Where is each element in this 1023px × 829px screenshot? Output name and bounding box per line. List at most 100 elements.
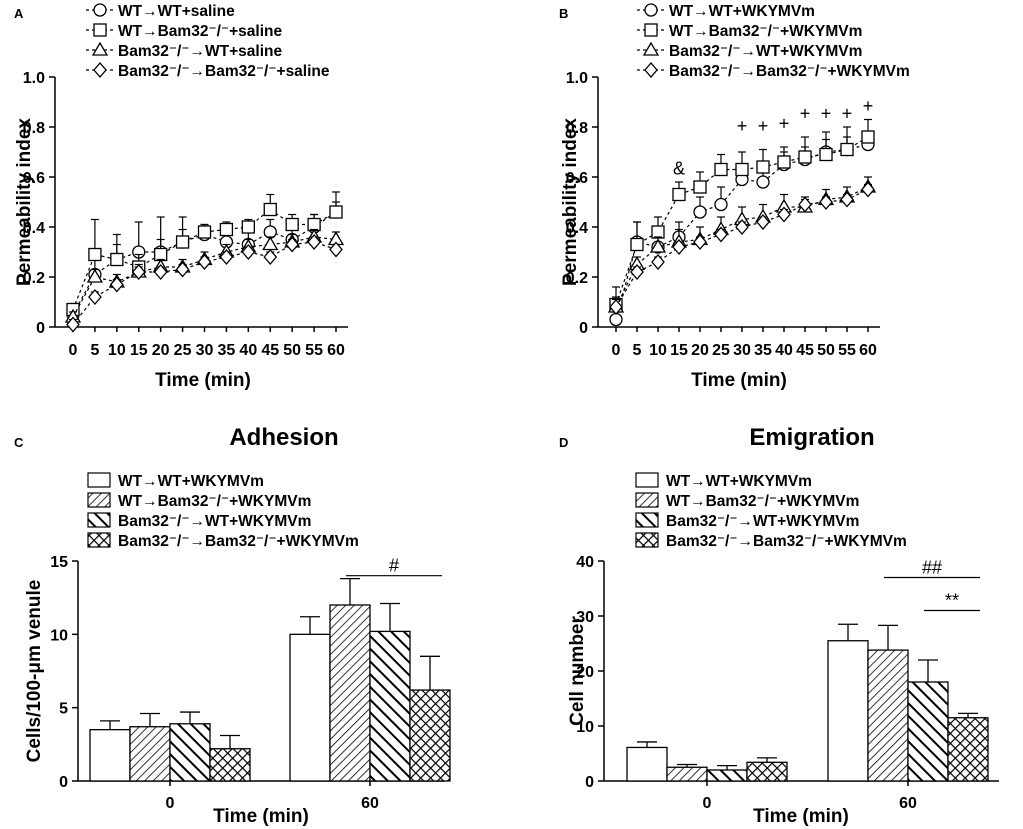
- series-line: [72, 236, 337, 318]
- legend-swatch: [87, 492, 111, 508]
- data-point-square: [798, 150, 812, 164]
- series-wt-bam32-wkymvm: [609, 118, 875, 312]
- legend-label: Bam32⁻/⁻→Bam32⁻/⁻+WKYMVm: [669, 63, 910, 80]
- data-point-diamond: [819, 194, 833, 210]
- significance-mark: +: [779, 114, 790, 134]
- data-point-square: [672, 187, 686, 202]
- legend-label: Bam32⁻/⁻→WT+WKYMVm: [666, 513, 859, 530]
- data-point-square: [219, 222, 234, 237]
- significance-mark: +: [863, 96, 874, 116]
- data-point-triangle: [86, 268, 104, 283]
- bar: [666, 766, 708, 782]
- data-point-diamond: [861, 181, 875, 198]
- series-wt-bam32-wkymvm: [666, 624, 909, 782]
- x-tick-label: 10: [108, 342, 126, 359]
- x-tick-label: 25: [712, 342, 730, 359]
- x-tick-label: 0: [703, 795, 712, 812]
- bar: [329, 604, 371, 782]
- legend-label: Bam32⁻/⁻→Bam32⁻/⁻+WKYMVm: [118, 533, 359, 550]
- data-point-diamond: [219, 249, 234, 265]
- legend-marker-triangle: [91, 41, 109, 56]
- x-tick-label: 15: [670, 342, 688, 359]
- significance-mark: &: [673, 159, 685, 179]
- panel-label: D: [559, 435, 568, 450]
- data-point-square: [263, 202, 277, 217]
- panel-c: C Adhesion 0 5 10 15 Cells/100-μm venule Time (…: [14, 424, 451, 827]
- data-point-triangle: [262, 236, 279, 251]
- legend-label: Bam32⁻/⁻→WT+WKYMVm: [669, 43, 862, 60]
- bar: [706, 769, 748, 782]
- legend-swatch: [87, 532, 111, 548]
- x-tick-label: 25: [174, 342, 192, 359]
- bar: [289, 633, 331, 782]
- series-bam32-bam32-wkymvm: [209, 655, 451, 782]
- data-point-diamond: [329, 241, 343, 258]
- significance-mark: #: [389, 556, 399, 576]
- data-point-diamond: [672, 239, 686, 255]
- data-point-square: [630, 237, 644, 252]
- data-point-diamond: [609, 299, 623, 315]
- x-tick-label: 10: [649, 342, 667, 359]
- legend-swatch: [635, 532, 659, 548]
- y-tick-label: 0: [59, 774, 68, 791]
- legend-swatch: [635, 472, 659, 488]
- y-tick-label: 10: [50, 627, 68, 644]
- legend-label: WT→Bam32⁻/⁻+WKYMVm: [669, 23, 862, 40]
- x-tick-label: 60: [859, 342, 877, 359]
- x-tick-label: 35: [754, 342, 772, 359]
- data-point-diamond: [714, 226, 728, 243]
- legend-marker-circle: [93, 3, 107, 17]
- data-point-diamond: [285, 236, 300, 253]
- data-point-diamond: [798, 196, 812, 213]
- y-tick-label: 0: [36, 320, 45, 337]
- x-tick-label: 5: [633, 342, 642, 359]
- y-tick-label: 0.2: [566, 270, 588, 287]
- legend-label: WT→WT+WKYMVm: [666, 473, 812, 490]
- legend-marker-triangle: [642, 41, 660, 56]
- legend-label: WT→Bam32⁻/⁻+WKYMVm: [118, 493, 311, 510]
- x-tick-label: 0: [166, 795, 175, 812]
- chart-title: Emigration: [749, 424, 874, 451]
- y-tick-label: 20: [576, 664, 594, 681]
- y-tick-label: 15: [50, 554, 68, 571]
- panel-a: A 0 0.2 0.4 0.6 0.8 1.0 Permeability index Time …: [14, 3, 348, 391]
- data-point-diamond: [307, 234, 321, 250]
- x-tick-label: 50: [817, 342, 835, 359]
- x-tick-label: 0: [69, 342, 78, 359]
- bar: [129, 726, 171, 782]
- data-point-square: [197, 225, 212, 239]
- legend-marker-diamond: [93, 62, 107, 78]
- data-point-circle: [714, 197, 728, 212]
- data-point-square: [777, 155, 791, 169]
- x-tick-label: 0: [612, 342, 621, 359]
- x-tick-label: 55: [838, 342, 856, 359]
- chart-title: Adhesion: [229, 424, 338, 451]
- x-tick-label: 60: [899, 795, 917, 812]
- y-tick-label: 0.8: [566, 120, 588, 137]
- panel-label: C: [14, 435, 24, 450]
- x-tick-label: 30: [196, 342, 214, 359]
- data-point-square: [840, 142, 854, 157]
- bar: [169, 723, 211, 782]
- significance-mark: **: [945, 591, 959, 611]
- bar: [827, 640, 869, 782]
- bar: [626, 746, 668, 782]
- series-wt-wt-wkymvm: [626, 623, 869, 782]
- significance-mark: ##: [922, 558, 942, 578]
- data-point-square: [861, 130, 875, 144]
- x-tick-label: 5: [90, 342, 99, 359]
- data-point-square: [285, 217, 299, 232]
- x-tick-label: 40: [239, 342, 257, 359]
- data-point-square: [88, 247, 102, 262]
- y-axis-label: Cells/100-μm venule: [24, 580, 45, 763]
- panel-d: D Emigration 0 10 20 30 40 Cell number Time (min…: [559, 424, 999, 827]
- data-point-triangle: [649, 238, 667, 253]
- data-point-square: [756, 160, 770, 174]
- legend-marker-circle: [644, 3, 658, 17]
- y-tick-label: 30: [576, 609, 594, 626]
- series-bam32-bam32-wkymvm: [609, 181, 875, 315]
- data-point-diamond: [651, 254, 665, 270]
- x-tick-label: 20: [691, 342, 709, 359]
- bar: [746, 761, 788, 782]
